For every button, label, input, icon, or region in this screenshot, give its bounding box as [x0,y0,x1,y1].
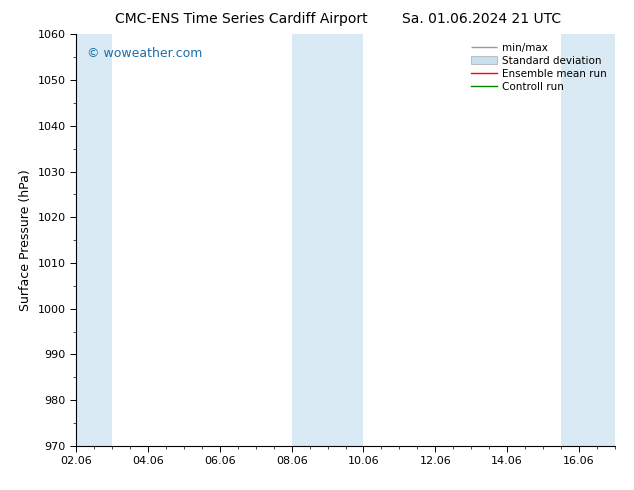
Text: CMC-ENS Time Series Cardiff Airport: CMC-ENS Time Series Cardiff Airport [115,12,367,26]
Text: © woweather.com: © woweather.com [87,47,202,60]
Bar [561,34,615,446]
Text: Sa. 01.06.2024 21 UTC: Sa. 01.06.2024 21 UTC [403,12,561,26]
Bar [292,34,363,446]
Y-axis label: Surface Pressure (hPa): Surface Pressure (hPa) [19,169,32,311]
Bar [76,34,112,446]
Legend: min/max, Standard deviation, Ensemble mean run, Controll run: min/max, Standard deviation, Ensemble me… [467,40,610,95]
